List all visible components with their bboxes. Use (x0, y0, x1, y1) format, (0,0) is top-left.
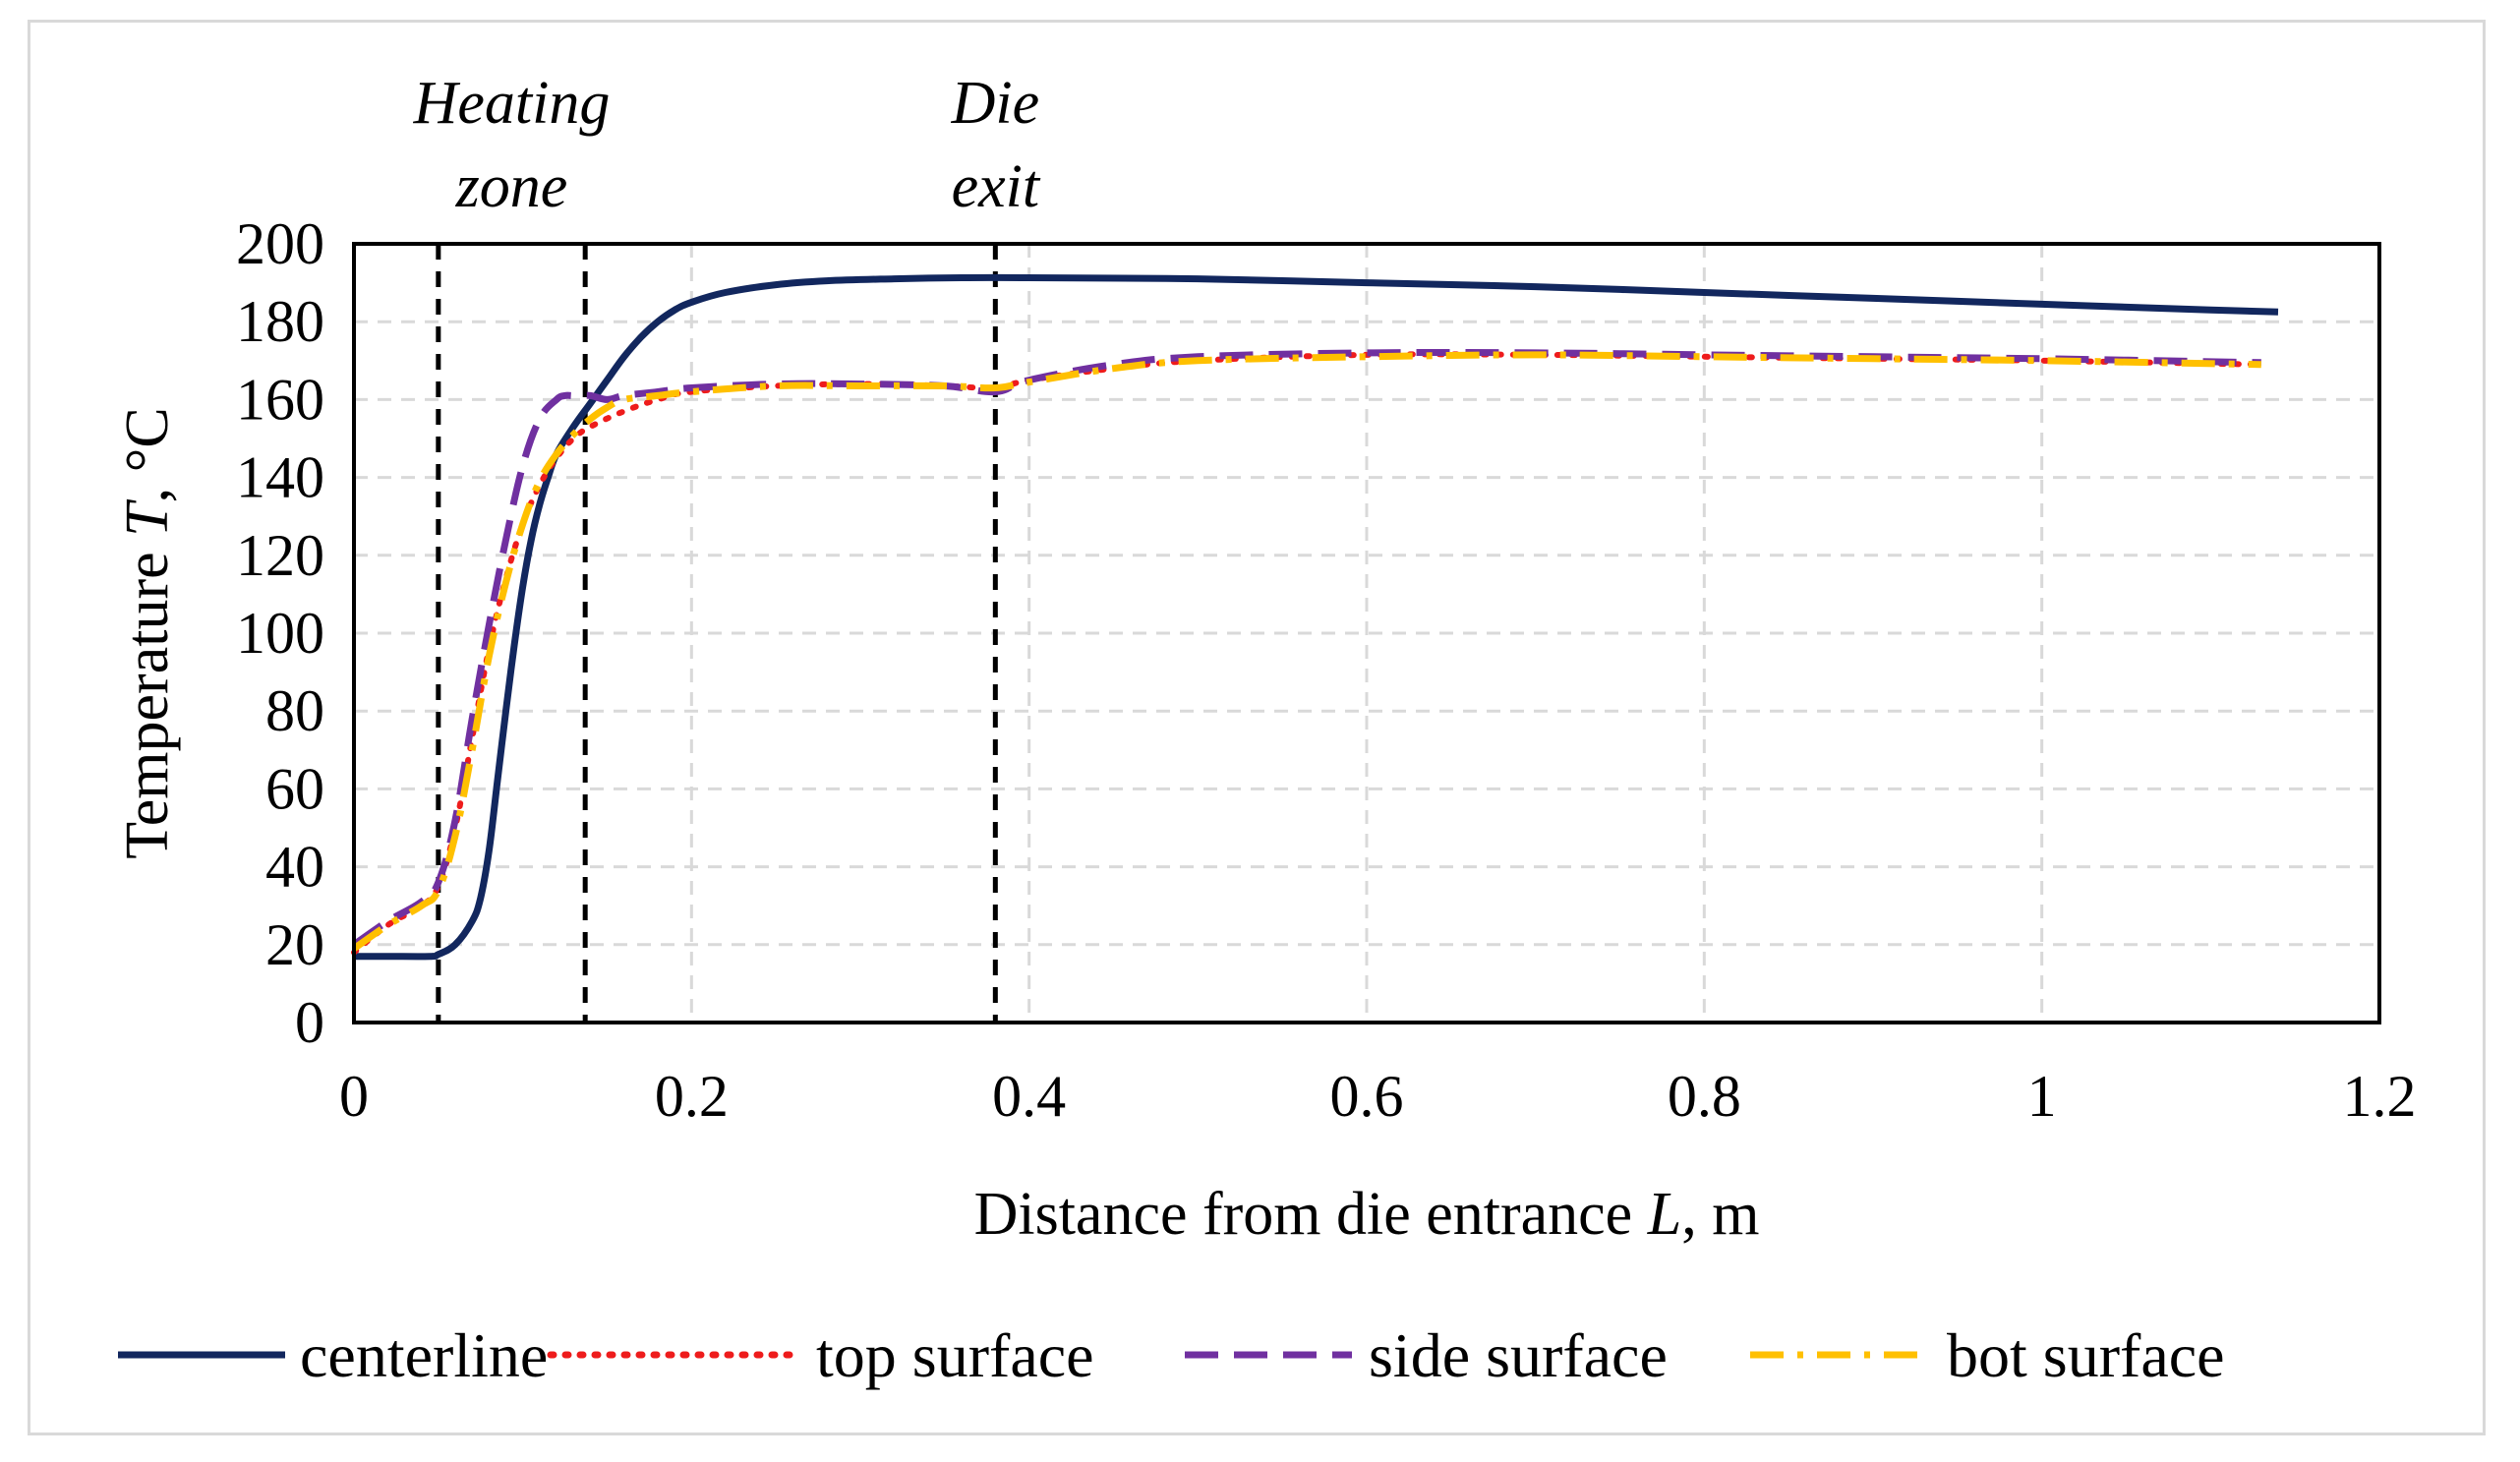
series-group (351, 273, 2279, 961)
y-tick-label: 80 (265, 678, 324, 743)
legend: centerline top surface side surface bot sur… (118, 1320, 2225, 1390)
legend-item: bot surface (1750, 1320, 2225, 1390)
series-line-centerline (354, 273, 2279, 961)
y-tick-label: 160 (236, 367, 324, 432)
legend-item: side surface (1185, 1320, 1668, 1390)
annotation: Die exit (951, 70, 1041, 220)
y-tick-labels: 0 20 40 60 80 100 120 140 160 180 200 (236, 211, 324, 1055)
legend-label: side surface (1369, 1320, 1668, 1390)
legend-label: top surface (816, 1320, 1094, 1390)
y-tick-label: 40 (265, 835, 324, 900)
x-tick-label: 0 (339, 1064, 369, 1129)
y-tick-label: 200 (236, 211, 324, 276)
annotation-line: Die (951, 70, 1040, 137)
x-axis-title: Distance from die entrance L, m (974, 1181, 1760, 1248)
x-tick-label: 1 (2027, 1064, 2057, 1129)
series-line-top-surface (351, 351, 2264, 956)
x-tick-label: 0.4 (992, 1064, 1066, 1129)
x-tick-label: 1.2 (2343, 1064, 2417, 1129)
legend-label: bot surface (1947, 1320, 2225, 1390)
y-tick-label: 0 (295, 990, 324, 1055)
series-line-bot-surface (352, 351, 2261, 952)
legend-item: top surface (547, 1320, 1094, 1390)
legend-item: centerline (118, 1320, 548, 1390)
annotation-line: zone (455, 153, 568, 220)
grid (354, 244, 2379, 1023)
legend-label: centerline (300, 1320, 548, 1390)
y-tick-label: 100 (236, 601, 324, 666)
y-tick-label: 20 (265, 912, 324, 977)
x-tick-label: 0.6 (1330, 1064, 1404, 1129)
y-tick-label: 140 (236, 445, 324, 510)
y-tick-label: 180 (236, 289, 324, 354)
series-line-side-surface (352, 348, 2261, 948)
plot-area-border (352, 242, 2381, 1024)
y-tick-label: 120 (236, 523, 324, 588)
annotation-line: Heating (413, 70, 611, 137)
x-tick-label: 0.8 (1668, 1064, 1741, 1129)
y-tick-label: 60 (265, 756, 324, 821)
annotation-line: exit (952, 153, 1041, 220)
annotation: Heating zone (413, 70, 611, 220)
y-axis-title: Temperature T, °C (114, 407, 181, 859)
x-tick-label: 0.2 (655, 1064, 729, 1129)
x-tick-labels: 0 0.2 0.4 0.6 0.8 1 1.2 (339, 1064, 2417, 1129)
annotations: Heating zone Die exit (413, 70, 1041, 220)
